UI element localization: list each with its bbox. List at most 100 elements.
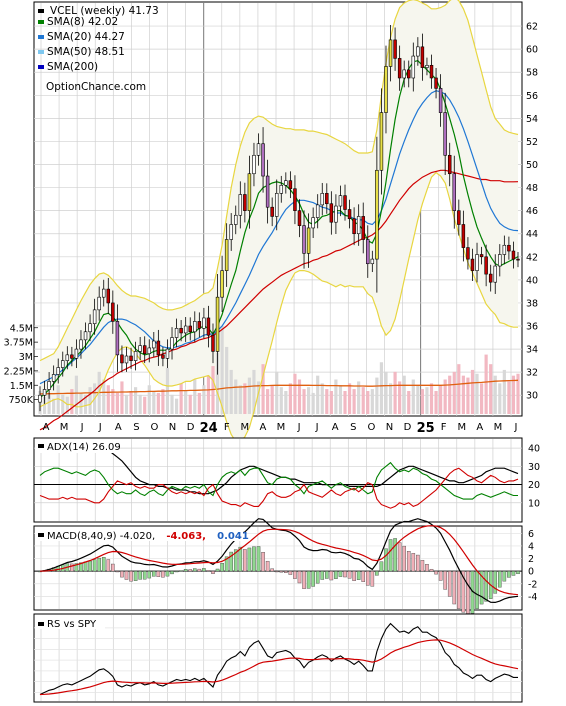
volume-bar xyxy=(498,383,502,414)
candle-body xyxy=(366,239,370,265)
volume-bar xyxy=(202,385,206,414)
macd-tick-label: -4 xyxy=(528,592,537,603)
candle-body xyxy=(174,328,179,338)
candle-body xyxy=(138,345,142,352)
x-axis-label: J xyxy=(315,422,319,433)
volume-bar xyxy=(188,394,192,414)
macd-histogram-bar xyxy=(161,570,165,578)
macd-histogram-bar xyxy=(92,559,97,572)
price-tick-label: 42 xyxy=(526,252,538,263)
candle-body xyxy=(425,64,429,68)
bollinger-upper-line xyxy=(39,0,519,362)
volume-bar xyxy=(134,387,138,414)
candle-body xyxy=(38,394,42,403)
volume-bar xyxy=(252,369,256,414)
legend: VCEL (weekly) 41.73 SMA(8) 42.02 SMA(20) … xyxy=(38,5,159,93)
source-label: OptionChance.com xyxy=(46,81,146,93)
macd-histogram-bar xyxy=(284,570,288,573)
candle-body xyxy=(347,209,352,220)
candle-body xyxy=(42,389,47,396)
macd-histogram-bar xyxy=(179,570,183,572)
macd-histogram-bar xyxy=(411,553,416,572)
candle-body xyxy=(56,367,60,375)
volume-bar xyxy=(61,394,65,414)
macd-histogram-bar xyxy=(252,546,256,572)
candle-body xyxy=(329,203,334,223)
candle-body xyxy=(516,258,520,261)
volume-bar xyxy=(316,375,320,414)
volume-bar xyxy=(352,389,356,414)
x-axis-label: A xyxy=(43,422,50,433)
candle-body xyxy=(51,374,56,382)
candle-body xyxy=(79,339,83,350)
macd-histogram-bar xyxy=(475,570,479,609)
macd-histogram-bar xyxy=(211,570,215,574)
adx-label: ADX(14) 26.09 xyxy=(47,442,121,453)
x-axis-label: M xyxy=(457,422,466,433)
price-tick-label: 46 xyxy=(526,206,538,217)
candle-body xyxy=(297,210,302,226)
volume-bar xyxy=(266,389,270,414)
macd-histogram-bar xyxy=(247,547,252,572)
candle-body xyxy=(311,217,315,229)
price-tick-label: 30 xyxy=(526,391,538,402)
candle-body xyxy=(443,112,447,156)
candle-body xyxy=(502,244,507,255)
macd-histogram-bar xyxy=(302,570,306,589)
candle-body xyxy=(243,194,247,211)
candle-body xyxy=(256,143,261,156)
price-panel: 62 60 58 56 54 52 50 48 46 44 42 40 38 36 34 32 30 4.5M 3… xyxy=(4,0,538,442)
candle-body xyxy=(142,345,147,355)
volume-bar xyxy=(129,391,133,414)
candle-body xyxy=(111,302,115,322)
candle-body xyxy=(129,355,133,361)
macd-histogram-bar xyxy=(206,570,211,572)
volume-bar xyxy=(457,364,461,414)
price-tick-label: 34 xyxy=(526,345,538,356)
volume-bar xyxy=(475,373,479,414)
candle-body xyxy=(183,325,188,334)
x-axis-label: A xyxy=(476,422,483,433)
candle-body xyxy=(288,180,293,190)
volume-bar xyxy=(375,377,379,414)
macd-histogram-bar xyxy=(443,570,447,590)
volume-bar xyxy=(215,352,220,414)
sma8-line xyxy=(39,60,519,398)
x-axis-label: S xyxy=(350,422,356,433)
legend-item-label: SMA(20) 44.27 xyxy=(47,31,125,43)
x-axis-label: O xyxy=(151,422,159,433)
volume-bar xyxy=(147,385,151,414)
macd-histogram-bar xyxy=(416,554,420,572)
candle-body xyxy=(461,224,466,248)
volume-bar xyxy=(293,373,297,414)
volume-bar xyxy=(466,377,470,414)
x-axis-label: A xyxy=(260,422,267,433)
candle-body xyxy=(70,354,74,359)
macd-histogram-bar xyxy=(429,568,434,572)
candle-body xyxy=(356,216,361,235)
volume-bar xyxy=(256,381,261,414)
macd-histogram-bar xyxy=(461,570,466,613)
macd-histogram-bar xyxy=(516,570,520,575)
candle-body xyxy=(393,39,397,59)
volume-bar xyxy=(174,398,179,414)
macd-histogram-bar xyxy=(288,570,293,575)
adx-tick-label: 40 xyxy=(528,444,540,455)
candle-body xyxy=(397,58,402,79)
candle-body xyxy=(220,270,224,298)
volume-bar xyxy=(275,371,279,414)
volume-bar xyxy=(443,379,447,414)
macd-histogram-bar xyxy=(101,557,106,572)
candle-body xyxy=(120,354,124,364)
candle-body xyxy=(416,46,420,57)
macd-histogram-bar xyxy=(202,568,206,572)
macd-histogram-bar xyxy=(356,570,361,580)
macd-histogram-bar xyxy=(165,570,170,577)
di-minus-line xyxy=(39,467,519,509)
macd-histogram-bar xyxy=(402,545,406,572)
macd-histogram-bar xyxy=(493,570,498,594)
candle-body xyxy=(261,143,265,177)
rs-panel: RS vs SPY xyxy=(33,613,523,703)
candle-body xyxy=(252,154,256,175)
macd-histogram-bar xyxy=(79,562,83,572)
